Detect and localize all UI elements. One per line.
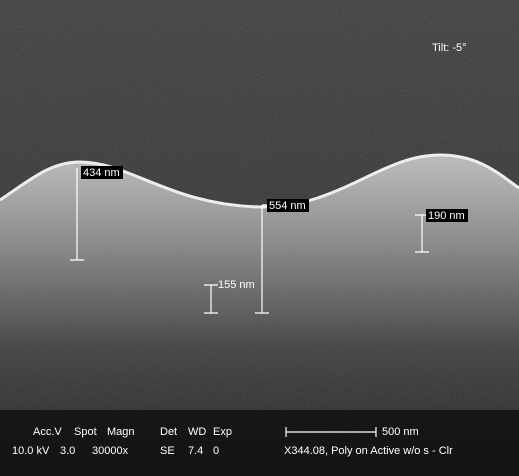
info-header: Det <box>160 426 177 438</box>
info-header: Exp <box>213 426 232 438</box>
measure-label: 190 nm <box>428 210 465 222</box>
tilt-label: Tilt: -5° <box>432 42 467 54</box>
info-value: 10.0 kV <box>12 445 50 457</box>
info-header: Spot <box>74 426 97 438</box>
info-value: SE <box>160 445 175 457</box>
noise <box>0 0 519 476</box>
measure-label: 554 nm <box>269 200 306 212</box>
info-bar <box>0 410 519 476</box>
info-header: Magn <box>107 426 135 438</box>
measure-label: 155 nm <box>218 279 255 291</box>
scale-label: 500 nm <box>382 426 419 438</box>
info-value: 0 <box>213 445 219 457</box>
info-value: 30000x <box>92 445 129 457</box>
info-header: WD <box>188 426 206 438</box>
info-value: 3.0 <box>60 445 75 457</box>
measure-label: 434 nm <box>83 167 120 179</box>
sem-micrograph: Tilt: -5° 434 nm 554 nm 190 nm 155 nm Ac… <box>0 0 519 476</box>
sample-label: X344.08, Poly on Active w/o s - Clr <box>284 445 453 457</box>
info-value: 7.4 <box>188 445 203 457</box>
info-header: Acc.V <box>33 426 62 438</box>
